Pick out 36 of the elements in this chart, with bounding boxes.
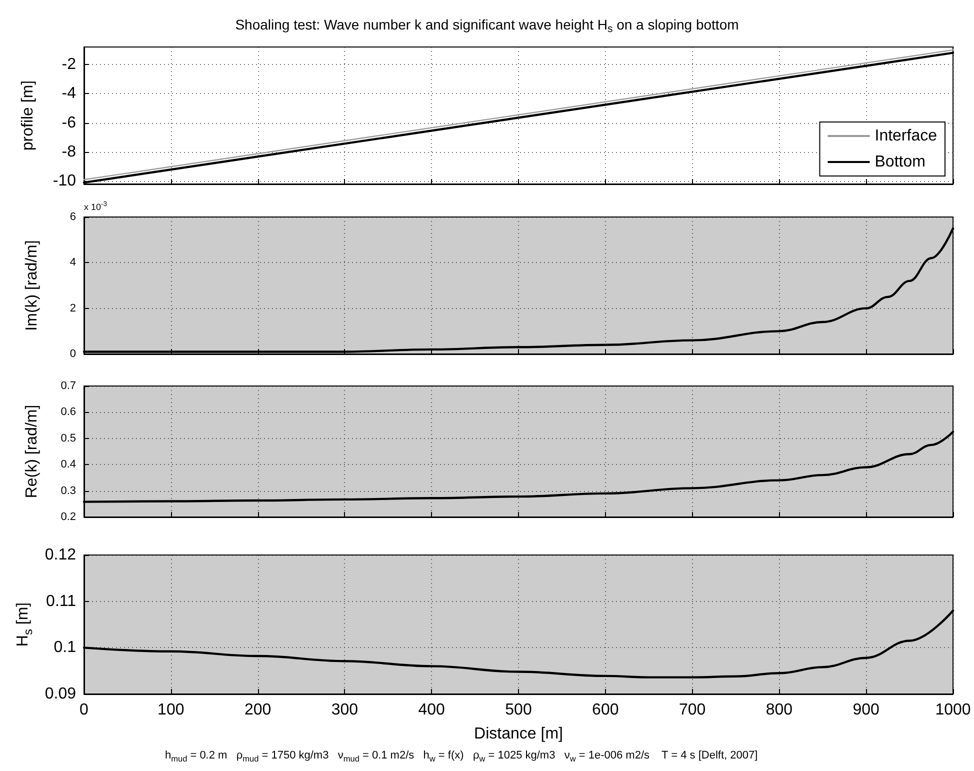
y-tick-label: 0.7 bbox=[60, 380, 76, 392]
y-tick-label: -10 bbox=[52, 172, 76, 190]
y-tick-label: -2 bbox=[62, 56, 76, 73]
legend-label: Bottom bbox=[874, 154, 926, 170]
x-tick-label: 400 bbox=[418, 702, 446, 718]
y-tick-label: 0.6 bbox=[60, 406, 76, 418]
y-tick-label: 0.4 bbox=[60, 458, 76, 471]
y-axis-title: Hs [m] bbox=[14, 602, 35, 647]
x-tick-label: 800 bbox=[766, 702, 793, 718]
y-axis-title: profile [m] bbox=[20, 80, 36, 151]
legend-label: Interface bbox=[874, 128, 938, 144]
x-tick-label: 1000 bbox=[935, 702, 971, 718]
y-tick-label: -8 bbox=[62, 143, 76, 160]
y-tick-label: 0.3 bbox=[60, 484, 76, 497]
y-tick-label: 0.1 bbox=[54, 639, 76, 656]
y-tick-label: 0.5 bbox=[60, 432, 76, 444]
y-tick-label: 2 bbox=[70, 302, 76, 314]
x-tick-label: 300 bbox=[331, 702, 358, 718]
y-axis-title: Re(k) [rad/m] bbox=[24, 404, 40, 498]
y-tick-label: 6 bbox=[70, 211, 76, 223]
x-tick-label: 500 bbox=[505, 702, 532, 718]
y-tick-label: -4 bbox=[62, 85, 76, 102]
y-tick-label: 0 bbox=[70, 348, 76, 360]
x-tick-label: 900 bbox=[852, 702, 880, 718]
x-tick-label: 600 bbox=[592, 702, 619, 718]
y-axis-title: Im(k) [rad/m] bbox=[24, 240, 40, 331]
y-tick-label: 0.11 bbox=[46, 592, 76, 610]
x-tick-label: 100 bbox=[158, 702, 184, 718]
y-tick-label: -6 bbox=[62, 114, 76, 132]
y-tick-label: 0.09 bbox=[44, 686, 76, 702]
y-tick-label: 0.12 bbox=[44, 546, 76, 564]
y-tick-label: 4 bbox=[70, 256, 76, 269]
x-tick-label: 200 bbox=[244, 702, 272, 718]
x-tick-label: 700 bbox=[678, 702, 706, 718]
y-tick-label: 0.2 bbox=[60, 511, 76, 523]
x-axis-title: Distance [m] bbox=[474, 726, 563, 742]
